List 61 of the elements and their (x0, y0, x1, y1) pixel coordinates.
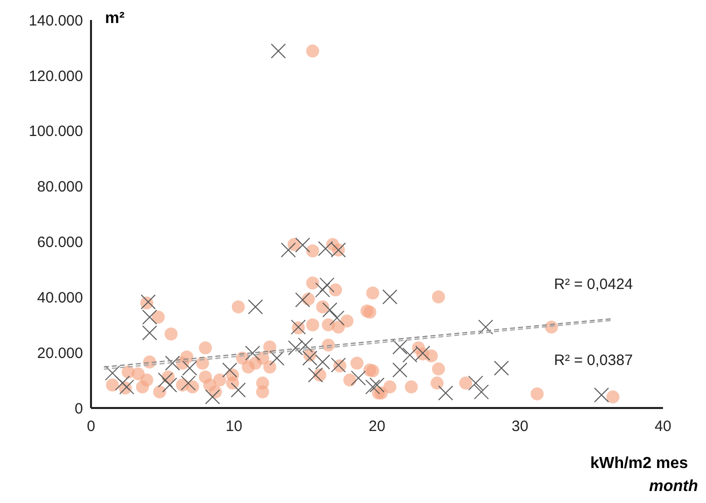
point (365, 379, 380, 394)
point (269, 350, 284, 366)
annotation: R² = 0,0387 (554, 352, 633, 369)
point (392, 362, 408, 378)
x-tick-label: 40 (654, 418, 672, 435)
point (295, 292, 310, 308)
point (119, 379, 134, 394)
point (319, 277, 334, 292)
y-tick-label: 120.000 (28, 68, 83, 85)
point (140, 294, 156, 310)
text: month (649, 478, 698, 496)
point (230, 382, 246, 398)
point (158, 372, 173, 388)
y-tick-label: 100.000 (28, 123, 83, 140)
point (494, 360, 509, 376)
point (248, 299, 263, 314)
y-tick-label: 0 (74, 400, 83, 418)
point (245, 346, 260, 361)
point (478, 320, 494, 335)
y-tick-label: 80.000 (37, 178, 83, 196)
point (392, 340, 408, 355)
point (594, 387, 610, 402)
x-tick-label: 20 (368, 418, 386, 435)
point (142, 325, 158, 340)
point (114, 376, 130, 391)
y-tick-label: 60.000 (37, 234, 83, 252)
point (295, 238, 310, 253)
x-tick-label: 10 (226, 418, 242, 435)
point (142, 310, 158, 325)
point (468, 376, 484, 391)
point (370, 377, 384, 392)
point (182, 360, 198, 376)
point (474, 384, 489, 400)
point (270, 44, 286, 59)
point (162, 377, 178, 392)
point (288, 340, 303, 356)
y-tick-label: 20.000 (37, 344, 83, 362)
point (330, 358, 346, 373)
point (205, 389, 220, 404)
point (382, 289, 398, 304)
x-tick-label: 0 (86, 418, 96, 435)
point (180, 376, 196, 391)
x-axis-title: kWh/m2 mes (590, 455, 688, 473)
point (350, 370, 366, 386)
point (308, 368, 324, 383)
point (438, 386, 454, 401)
point (280, 242, 296, 258)
y-axis-title: m² (105, 10, 125, 28)
point (315, 282, 330, 298)
annotation: R² = 0,0424 (554, 276, 633, 293)
point (315, 354, 330, 370)
x-tick-label: 30 (512, 418, 528, 435)
y-tick-label: 40.000 (37, 289, 83, 306)
point (322, 302, 338, 318)
point (302, 350, 318, 366)
point (298, 338, 313, 353)
y-tick-label: 140.000 (28, 12, 83, 30)
point (329, 310, 344, 326)
point (165, 356, 180, 371)
point (222, 362, 238, 378)
point (104, 366, 120, 381)
